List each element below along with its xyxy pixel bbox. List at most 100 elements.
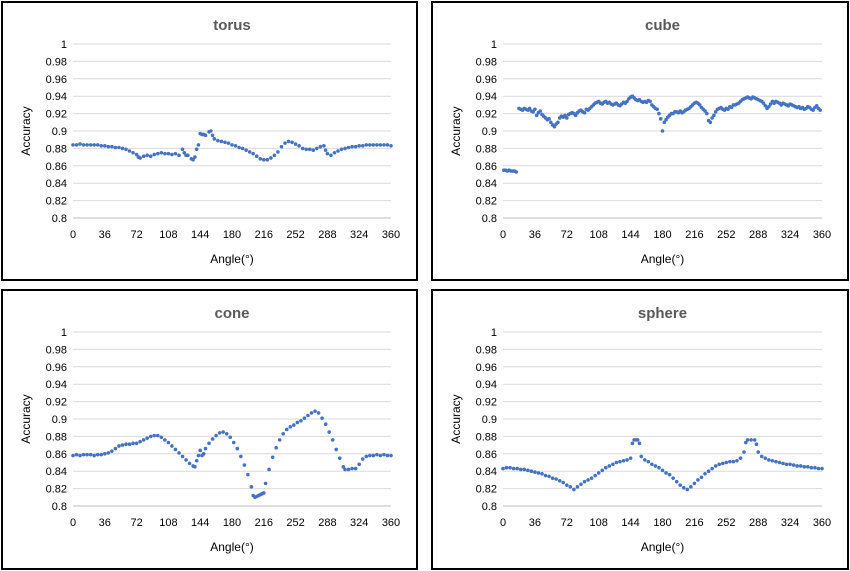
data-point bbox=[120, 443, 125, 447]
data-point bbox=[81, 452, 86, 457]
data-point bbox=[148, 154, 153, 159]
data-point bbox=[323, 422, 328, 427]
y-tick-label: 0.8 bbox=[482, 501, 497, 513]
x-tick-label: 108 bbox=[159, 229, 177, 241]
data-point bbox=[353, 144, 358, 149]
y-tick-label: 0.94 bbox=[46, 91, 67, 103]
data-point bbox=[306, 413, 310, 418]
x-tick-label: 216 bbox=[685, 517, 703, 529]
y-tick-label: 0.8 bbox=[482, 213, 497, 225]
x-tick-label: 360 bbox=[813, 517, 831, 529]
data-point bbox=[650, 462, 654, 467]
data-point bbox=[286, 139, 291, 144]
data-point bbox=[117, 145, 121, 150]
data-point bbox=[131, 150, 135, 155]
data-point bbox=[193, 155, 197, 159]
data-point bbox=[95, 452, 100, 457]
data-point bbox=[350, 466, 354, 471]
data-point bbox=[360, 143, 365, 148]
y-tick-label: 1 bbox=[491, 39, 497, 51]
data-point bbox=[573, 113, 578, 118]
data-point bbox=[277, 438, 282, 442]
data-point bbox=[284, 427, 289, 432]
data-point bbox=[515, 466, 519, 471]
data-point bbox=[194, 147, 199, 152]
data-point bbox=[124, 442, 128, 447]
data-point bbox=[818, 108, 823, 112]
data-point bbox=[263, 481, 268, 486]
data-point bbox=[127, 149, 132, 153]
data-point bbox=[556, 120, 560, 125]
data-point bbox=[332, 150, 337, 155]
data-point bbox=[596, 471, 601, 475]
y-tick-label: 1 bbox=[61, 39, 67, 51]
data-point bbox=[508, 465, 512, 470]
data-point bbox=[336, 149, 340, 153]
data-point bbox=[311, 148, 316, 152]
x-tick-label: 288 bbox=[318, 517, 336, 529]
data-point bbox=[182, 150, 187, 155]
data-point bbox=[237, 145, 241, 150]
x-tick-label: 180 bbox=[653, 517, 671, 529]
data-point bbox=[378, 143, 383, 147]
data-point bbox=[543, 473, 548, 478]
y-tick-label: 0.84 bbox=[46, 178, 67, 190]
data-point bbox=[589, 476, 594, 480]
data-point bbox=[293, 142, 298, 146]
data-point bbox=[660, 468, 665, 473]
y-tick-label: 0.82 bbox=[476, 484, 497, 496]
data-point bbox=[635, 438, 640, 442]
data-point bbox=[210, 437, 215, 441]
data-point bbox=[756, 450, 760, 454]
y-tick-label: 0.88 bbox=[476, 143, 497, 155]
x-tick-label: 72 bbox=[130, 517, 142, 529]
data-point bbox=[389, 453, 393, 458]
data-point bbox=[244, 148, 248, 152]
data-point bbox=[134, 152, 139, 157]
data-point bbox=[678, 483, 683, 487]
data-point bbox=[173, 151, 178, 156]
data-point bbox=[219, 139, 224, 144]
data-point bbox=[774, 459, 778, 464]
x-tick-label: 0 bbox=[500, 517, 506, 529]
data-point bbox=[724, 460, 729, 465]
data-point bbox=[78, 453, 82, 458]
data-point bbox=[357, 462, 362, 467]
data-point bbox=[767, 104, 771, 109]
data-point bbox=[738, 456, 743, 460]
y-axis-label: Accuracy bbox=[449, 106, 463, 155]
data-point bbox=[203, 446, 208, 451]
data-point bbox=[382, 143, 386, 147]
y-tick-label: 0.92 bbox=[476, 397, 497, 409]
data-point bbox=[795, 464, 799, 468]
data-point bbox=[549, 120, 553, 125]
data-point bbox=[262, 157, 266, 162]
x-tick-label: 36 bbox=[99, 517, 111, 529]
data-point bbox=[113, 446, 118, 451]
data-point bbox=[180, 147, 185, 152]
data-point bbox=[689, 485, 693, 489]
chart-panel-cube: cube 0.8 0.82 0.84 0.86 0.88 0.9 0.92 0.94 0.96 0.… bbox=[431, 1, 849, 281]
data-point bbox=[92, 143, 96, 147]
data-point bbox=[781, 461, 785, 466]
x-tick-label: 0 bbox=[70, 517, 76, 529]
data-point bbox=[646, 459, 651, 464]
data-point bbox=[660, 129, 665, 133]
x-tick-label: 144 bbox=[191, 517, 209, 529]
data-point bbox=[653, 464, 658, 468]
data-point bbox=[743, 440, 748, 445]
data-point bbox=[534, 113, 539, 118]
y-tick-label: 0.86 bbox=[476, 449, 497, 461]
data-point bbox=[375, 143, 379, 147]
x-axis-label: Angle(°) bbox=[641, 252, 684, 266]
y-tick-label: 0.88 bbox=[46, 431, 67, 443]
data-point bbox=[798, 464, 803, 468]
data-point bbox=[657, 111, 661, 116]
x-tick-label: 324 bbox=[350, 229, 368, 241]
data-point bbox=[74, 452, 79, 457]
data-point bbox=[226, 141, 231, 145]
data-point bbox=[639, 454, 644, 459]
data-point bbox=[770, 458, 775, 463]
x-tick-label: 144 bbox=[621, 229, 639, 241]
data-point bbox=[223, 140, 227, 145]
